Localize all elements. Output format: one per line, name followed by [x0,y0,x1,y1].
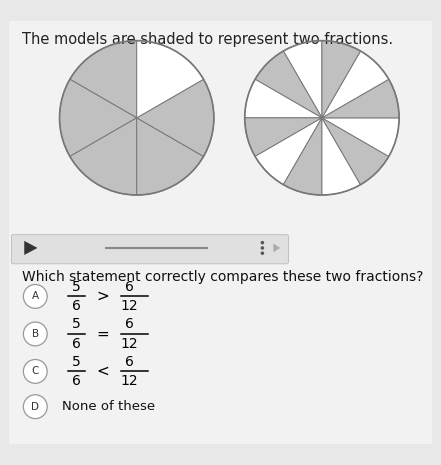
Wedge shape [245,118,322,156]
Text: 5: 5 [72,317,81,331]
Wedge shape [137,40,204,118]
FancyBboxPatch shape [11,235,288,264]
Text: 6: 6 [125,280,134,294]
Circle shape [261,246,264,250]
Text: 6: 6 [72,337,81,351]
Text: The models are shaded to represent two fractions.: The models are shaded to represent two f… [22,32,393,47]
Circle shape [23,285,47,308]
Wedge shape [70,40,137,118]
FancyBboxPatch shape [9,21,432,444]
Text: ♪: ♪ [230,243,237,253]
Wedge shape [322,51,389,118]
Text: 5: 5 [72,355,81,369]
Circle shape [23,359,47,383]
Wedge shape [322,118,399,156]
Text: C: C [32,366,39,376]
Wedge shape [70,118,137,195]
Text: <: < [97,364,109,379]
Wedge shape [255,51,322,118]
Wedge shape [284,40,322,118]
Text: 0:00 / 0:20: 0:00 / 0:20 [42,243,95,253]
Circle shape [23,322,47,346]
Text: 5: 5 [72,280,81,294]
Polygon shape [24,241,37,255]
Text: Which statement correctly compares these two fractions?: Which statement correctly compares these… [22,270,423,284]
Wedge shape [137,118,204,195]
Text: ▶: ▶ [225,243,233,253]
Text: 6: 6 [72,374,81,388]
Wedge shape [60,79,137,156]
Text: B: B [32,329,39,339]
Text: 6: 6 [125,317,134,331]
Circle shape [23,395,47,418]
Text: 12: 12 [121,337,138,351]
Circle shape [261,241,264,245]
Text: None of these: None of these [62,400,155,413]
Text: 12: 12 [121,374,138,388]
Wedge shape [322,118,361,195]
Wedge shape [255,118,322,185]
Text: >: > [97,289,109,304]
Wedge shape [283,118,322,195]
Wedge shape [245,79,322,118]
Polygon shape [273,244,280,252]
Text: D: D [31,402,39,412]
Text: 6: 6 [125,355,134,369]
Text: =: = [97,326,109,341]
Text: A: A [32,292,39,301]
Circle shape [261,252,264,255]
Text: 6: 6 [72,299,81,313]
Wedge shape [322,40,360,118]
Wedge shape [322,79,399,118]
Text: 12: 12 [121,299,138,313]
Wedge shape [137,79,214,156]
Wedge shape [322,118,389,185]
